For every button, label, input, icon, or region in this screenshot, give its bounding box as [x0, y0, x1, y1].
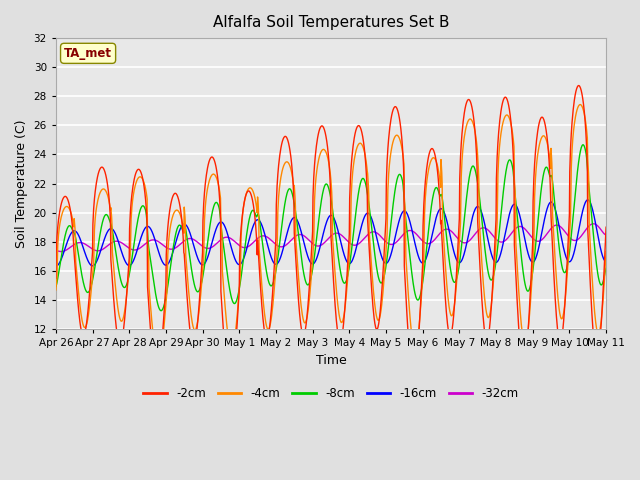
- Y-axis label: Soil Temperature (C): Soil Temperature (C): [15, 120, 28, 248]
- Text: TA_met: TA_met: [64, 47, 112, 60]
- X-axis label: Time: Time: [316, 354, 346, 367]
- Legend: -2cm, -4cm, -8cm, -16cm, -32cm: -2cm, -4cm, -8cm, -16cm, -32cm: [138, 382, 524, 405]
- Title: Alfalfa Soil Temperatures Set B: Alfalfa Soil Temperatures Set B: [212, 15, 449, 30]
